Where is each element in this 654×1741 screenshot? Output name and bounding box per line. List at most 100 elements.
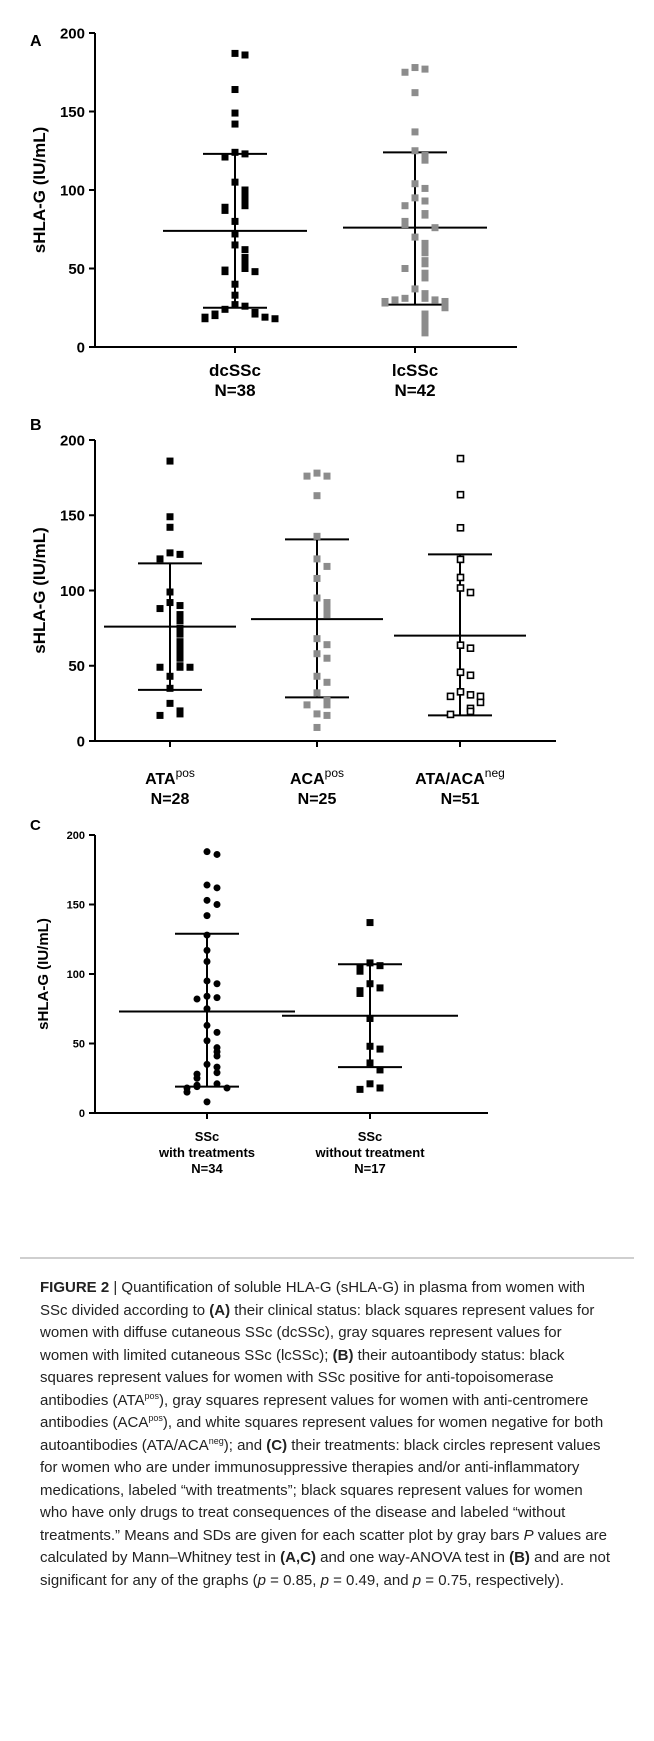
caption-text: Quantification of soluble HLA-G (sHLA-G)… (40, 1279, 585, 1319)
data-point (203, 1005, 211, 1013)
data-point (156, 605, 164, 613)
caption-text: their treatments: black circles represen… (40, 1436, 601, 1544)
data-point (466, 671, 475, 680)
caption-ref-b: (B) (332, 1346, 354, 1364)
data-point (213, 901, 221, 908)
data-point (421, 274, 429, 282)
data-point (411, 285, 419, 293)
data-point (213, 980, 221, 988)
panel-label: A (30, 33, 42, 50)
data-point (401, 68, 409, 76)
data-point (381, 297, 389, 305)
data-point (313, 672, 321, 680)
caption-superscript: pos (148, 1413, 163, 1423)
data-point (421, 310, 429, 318)
caption-text: their autoantibody status: black squares… (40, 1346, 565, 1409)
data-point (456, 688, 465, 696)
data-point (176, 638, 184, 646)
data-point (456, 668, 465, 677)
data-point (166, 672, 174, 680)
data-point (176, 624, 184, 632)
data-point (251, 268, 259, 276)
data-point (456, 584, 465, 592)
data-point (193, 1083, 201, 1091)
data-point (166, 588, 174, 596)
data-point (231, 86, 239, 94)
data-point (203, 992, 211, 1000)
data-point (241, 302, 249, 310)
caption-ref-a: (A) (209, 1301, 231, 1319)
data-point (213, 994, 221, 1002)
y-tick-label: 0 (77, 733, 85, 750)
y-tick-label: 150 (60, 104, 85, 121)
data-point (241, 189, 249, 197)
data-point (431, 296, 439, 304)
data-point (221, 268, 229, 276)
data-point (203, 1037, 211, 1045)
caption-text: their clinical status: black squares rep… (40, 1301, 595, 1364)
data-point (313, 492, 321, 500)
data-point (156, 555, 164, 563)
data-point (421, 211, 429, 219)
data-point (411, 64, 419, 72)
data-point (323, 711, 331, 719)
caption-superscript: pos (144, 1390, 160, 1401)
data-point (313, 689, 321, 697)
data-point (193, 1074, 201, 1082)
data-point (203, 946, 211, 954)
data-point (231, 280, 239, 288)
data-point (231, 178, 239, 186)
data-point (456, 641, 465, 649)
data-point (431, 224, 439, 232)
data-point (213, 1080, 221, 1088)
data-point (366, 919, 374, 927)
y-tick-label: 200 (60, 25, 85, 42)
caption-text: = 0.75, respectively). (421, 1571, 565, 1589)
y-axis-title: sHLA-G (IU/mL) (30, 127, 49, 254)
data-point (441, 297, 449, 305)
data-point (456, 490, 465, 499)
y-tick-label: 100 (60, 182, 85, 199)
data-point (203, 977, 211, 985)
data-point (186, 663, 194, 671)
data-point (421, 260, 429, 268)
data-point (401, 265, 409, 272)
data-point (203, 881, 211, 889)
data-point (221, 206, 229, 214)
data-point (303, 472, 311, 480)
data-point (156, 663, 164, 671)
data-point (466, 707, 475, 716)
data-point (476, 692, 485, 701)
data-point (251, 310, 259, 318)
data-point (176, 644, 184, 652)
data-point (456, 523, 465, 532)
data-point (176, 663, 184, 671)
data-point (476, 698, 485, 707)
data-point (183, 1088, 191, 1096)
x-tick-label: SSc (195, 1129, 220, 1144)
y-tick-label: 50 (68, 658, 85, 675)
data-point (203, 957, 211, 965)
data-point (323, 641, 331, 649)
data-point (446, 692, 455, 701)
data-point (323, 678, 331, 686)
data-point (466, 588, 475, 597)
y-tick-label: 50 (68, 261, 85, 278)
caption-p-symbol: p (412, 1571, 422, 1589)
data-point (176, 617, 184, 625)
caption-text: ); and (223, 1436, 267, 1454)
data-point (323, 654, 331, 662)
data-point (421, 323, 429, 331)
data-point (421, 294, 429, 302)
data-point (201, 313, 209, 321)
y-tick-label: 150 (67, 899, 85, 911)
data-point (303, 701, 311, 709)
y-tick-label: 0 (79, 1108, 85, 1120)
data-point (176, 630, 184, 638)
data-point (313, 723, 321, 731)
data-point (421, 329, 429, 337)
data-point (166, 513, 174, 521)
data-point (241, 265, 249, 272)
data-point (401, 294, 409, 302)
